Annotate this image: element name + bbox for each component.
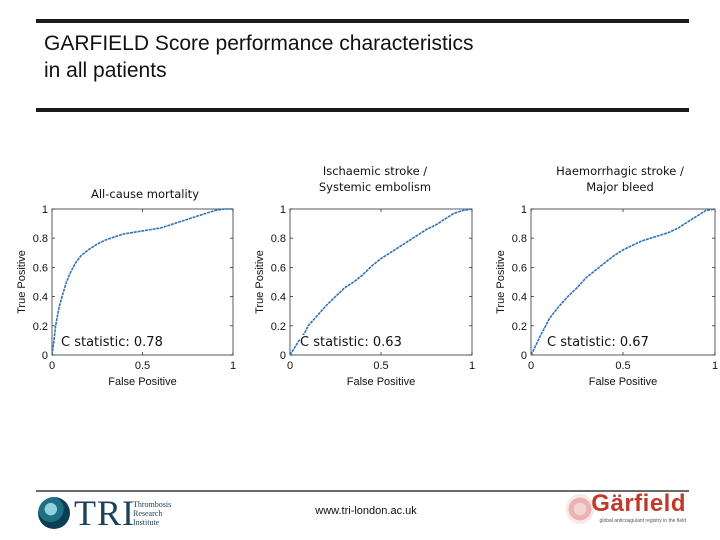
x-tick-label: 0.5	[135, 360, 150, 372]
y-tick-label: 0.2	[512, 321, 527, 333]
tri-logo-subtitle: Thrombosis Research Institute	[133, 500, 171, 527]
x-tick-label: 0.5	[373, 360, 388, 372]
roc-curve-line	[51, 208, 233, 356]
roc-curve-line	[530, 208, 716, 356]
y-axis-label: True Positive	[254, 250, 266, 314]
panel-title-ischaemic: Ischaemic stroke / Systemic embolism	[300, 163, 450, 195]
x-tick-label: 1	[469, 360, 475, 372]
tri-logo: TRI Thrombosis Research Institute	[38, 493, 198, 533]
garfield-logo-word: Gärfield	[591, 490, 686, 517]
x-tick-label: 0	[49, 360, 55, 372]
x-tick-label: 0	[287, 360, 293, 372]
y-tick-label: 0.8	[271, 233, 286, 245]
plot-axes-box	[530, 208, 716, 356]
x-tick-label: 0	[528, 360, 534, 372]
footer-rule	[36, 490, 689, 492]
y-tick-label: 1	[42, 204, 48, 216]
title-bottom-rule	[36, 108, 689, 112]
x-axis-label: False Positive	[347, 376, 415, 388]
x-tick-label: 1	[230, 360, 236, 372]
tri-globe-icon	[38, 497, 70, 529]
slide-title-line-1: GARFIELD Score performance characteristi…	[44, 32, 474, 55]
c-statistic-label-ischaemic: C statistic: 0.63	[300, 335, 402, 350]
x-tick-label: 0.5	[615, 360, 630, 372]
y-tick-label: 0.2	[271, 321, 286, 333]
y-tick-label: 0.4	[271, 292, 286, 304]
panel-title-line: Major bleed	[586, 180, 654, 194]
panel-title-line: Haemorrhagic stroke /	[556, 164, 684, 178]
y-tick-label: 0.4	[512, 292, 527, 304]
panel-title-haemorrhagic: Haemorrhagic stroke / Major bleed	[540, 163, 700, 195]
tri-sub-line: Research	[133, 509, 163, 518]
garfield-logo-tagline: global anticoagulant registry in the fie…	[599, 518, 686, 524]
y-axis-label: True Positive	[16, 250, 28, 314]
title-top-rule	[36, 19, 689, 23]
y-tick-label: 0.6	[33, 262, 48, 274]
garfield-logo: Gärfield global anticoagulant registry i…	[562, 490, 688, 528]
tri-logo-letters: TRI	[74, 493, 135, 533]
x-tick-label: 1	[712, 360, 718, 372]
y-tick-label: 0.2	[33, 321, 48, 333]
c-statistic-label-mortality: C statistic: 0.78	[61, 335, 163, 350]
footer-url-link[interactable]: www.tri-london.ac.uk	[315, 505, 417, 517]
y-tick-label: 0.8	[512, 233, 527, 245]
y-tick-label: 0.8	[33, 233, 48, 245]
panel-title-line: Systemic embolism	[318, 180, 432, 194]
x-axis-label: False Positive	[589, 376, 657, 388]
garfield-swirl-icon	[566, 494, 594, 524]
x-axis-label: False Positive	[108, 376, 176, 388]
y-tick-label: 1	[280, 204, 286, 216]
y-axis-label: True Positive	[495, 250, 507, 314]
panel-title-line: All-cause mortality	[90, 187, 199, 201]
tri-sub-line: Institute	[133, 518, 160, 527]
panel-title-line: Ischaemic stroke /	[322, 164, 428, 178]
y-tick-label: 0.6	[512, 262, 527, 274]
slide-title-line-2: in all patients	[44, 59, 167, 82]
y-tick-label: 0.4	[33, 292, 48, 304]
panel-title-mortality: All-cause mortality	[75, 186, 215, 202]
y-tick-label: 0	[280, 350, 286, 362]
y-tick-label: 0	[521, 350, 527, 362]
y-tick-label: 0	[42, 350, 48, 362]
slide-title: GARFIELD Score performance characteristi…	[44, 30, 664, 84]
roc-curve-line	[289, 208, 473, 356]
y-tick-label: 1	[521, 204, 527, 216]
y-tick-label: 0.6	[271, 262, 286, 274]
tri-sub-line: Thrombosis	[133, 500, 172, 509]
c-statistic-label-haemorrhagic: C statistic: 0.67	[547, 335, 649, 350]
